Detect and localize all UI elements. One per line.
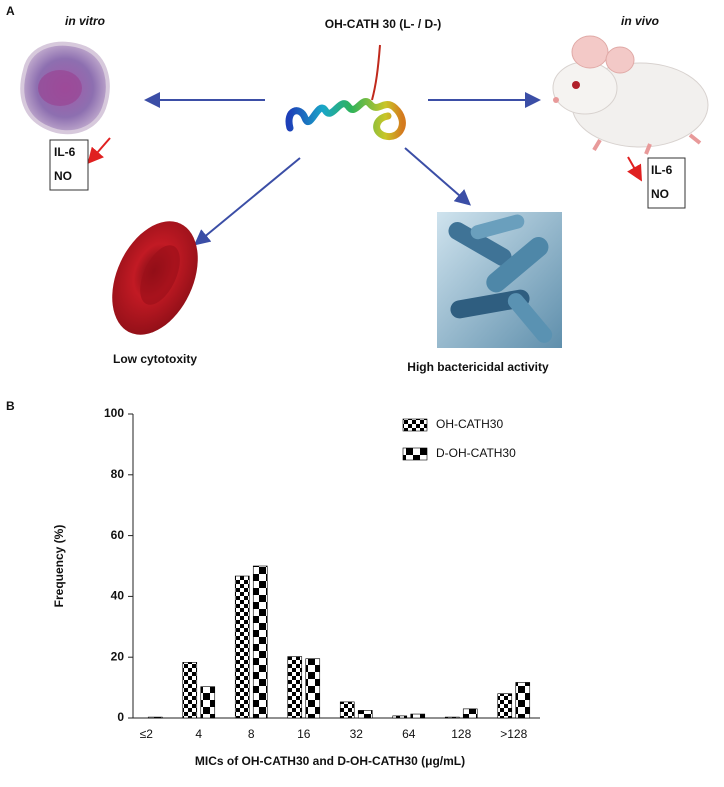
arrow — [87, 137, 111, 165]
x-tick-label: 32 — [350, 727, 364, 741]
legend-label: OH-CATH30 — [436, 417, 503, 431]
legend-swatch — [402, 447, 428, 461]
bar — [305, 658, 321, 719]
y-tick-label: 60 — [111, 528, 125, 542]
legend-label: D-OH-CATH30 — [436, 446, 516, 460]
bar — [410, 713, 426, 719]
y-tick-label: 80 — [111, 467, 125, 481]
cytotoxicity-label: Low cytotoxity — [113, 352, 197, 366]
bar — [444, 716, 460, 719]
panel-label: A — [6, 4, 15, 18]
x-tick-label: 128 — [451, 727, 471, 741]
x-tick-label: 64 — [402, 727, 416, 741]
bactericidal-label: High bactericidal activity — [407, 360, 549, 374]
in-vivo-label: in vivo — [621, 14, 659, 28]
arrow — [404, 147, 472, 206]
bar — [182, 662, 198, 719]
marker: IL-6 — [54, 145, 76, 159]
in-vitro-label: in vitro — [65, 14, 105, 28]
bar — [392, 715, 408, 719]
peptide-structure — [285, 44, 406, 141]
marker-box — [49, 139, 89, 191]
bar — [462, 708, 478, 719]
marker-box — [647, 157, 686, 209]
bar — [147, 716, 163, 719]
marker: NO — [54, 169, 72, 183]
x-tick-label: 4 — [195, 727, 202, 741]
y-tick-label: 40 — [111, 589, 125, 603]
x-axis-label: MICs of OH-CATH30 and D-OH-CATH30 (μg/mL… — [195, 754, 465, 768]
y-axis-label: Frequency (%) — [52, 525, 66, 608]
y-tick-label: 20 — [111, 649, 125, 663]
y-tick-label: 100 — [104, 406, 124, 420]
bar — [339, 701, 355, 719]
bar — [252, 565, 268, 719]
cell-image — [20, 41, 110, 135]
bar — [234, 575, 250, 719]
mouse-image — [552, 35, 709, 155]
arrow — [193, 157, 301, 246]
x-tick-label: >128 — [500, 727, 527, 741]
marker: NO — [651, 187, 669, 201]
x-tick-label: ≤2 — [140, 727, 154, 741]
bacteria-image — [437, 212, 562, 348]
bar — [497, 693, 513, 719]
legend-swatch — [402, 418, 428, 432]
bar — [200, 686, 216, 719]
x-tick-label: 16 — [297, 727, 311, 741]
bar — [357, 710, 373, 719]
y-tick-label: 0 — [117, 710, 124, 724]
peptide-label: OH-CATH 30 (L- / D-) — [325, 17, 441, 31]
bar — [515, 682, 531, 719]
x-tick-label: 8 — [248, 727, 255, 741]
red-blood-cell — [112, 221, 198, 335]
arrow — [627, 156, 642, 182]
panel-label: B — [6, 399, 15, 413]
marker: IL-6 — [651, 163, 673, 177]
bar — [287, 656, 303, 719]
